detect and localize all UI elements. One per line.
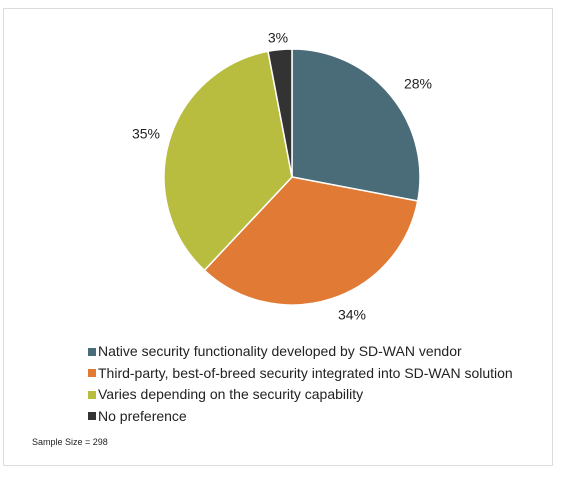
data-label-varies: 35% [132, 126, 160, 142]
pie-slice-no-preference [267, 48, 293, 178]
legend-label-no-preference: No preference [98, 407, 187, 424]
legend-item-native: Native security functionality developed … [88, 341, 513, 363]
legend-swatch-third-party [88, 369, 96, 378]
chart-frame [3, 8, 553, 466]
legend-label-native: Native security functionality developed … [98, 343, 462, 359]
pie-slice-third-party [203, 176, 419, 306]
legend-swatch-varies [88, 390, 96, 399]
legend-item-no-preference: No preference [88, 406, 513, 428]
legend-swatch-no-preference [88, 412, 96, 421]
pie-slice-native [291, 48, 421, 202]
legend-item-third-party: Third-party, best-of-breed security inte… [88, 363, 513, 385]
data-label-native: 28% [404, 76, 432, 92]
legend-label-third-party: Third-party, best-of-breed security inte… [98, 364, 513, 381]
legend: Native security functionality developed … [88, 341, 513, 427]
legend-item-varies: Varies depending on the security capabil… [88, 384, 513, 406]
legend-label-varies: Varies depending on the security capabil… [98, 386, 364, 402]
legend-swatch-native [88, 347, 96, 356]
pie-slice-varies [163, 50, 293, 272]
data-label-third-party: 34% [338, 307, 366, 323]
data-label-no-preference: 3% [268, 30, 288, 46]
sample-size-note: Sample Size = 298 [32, 437, 108, 447]
